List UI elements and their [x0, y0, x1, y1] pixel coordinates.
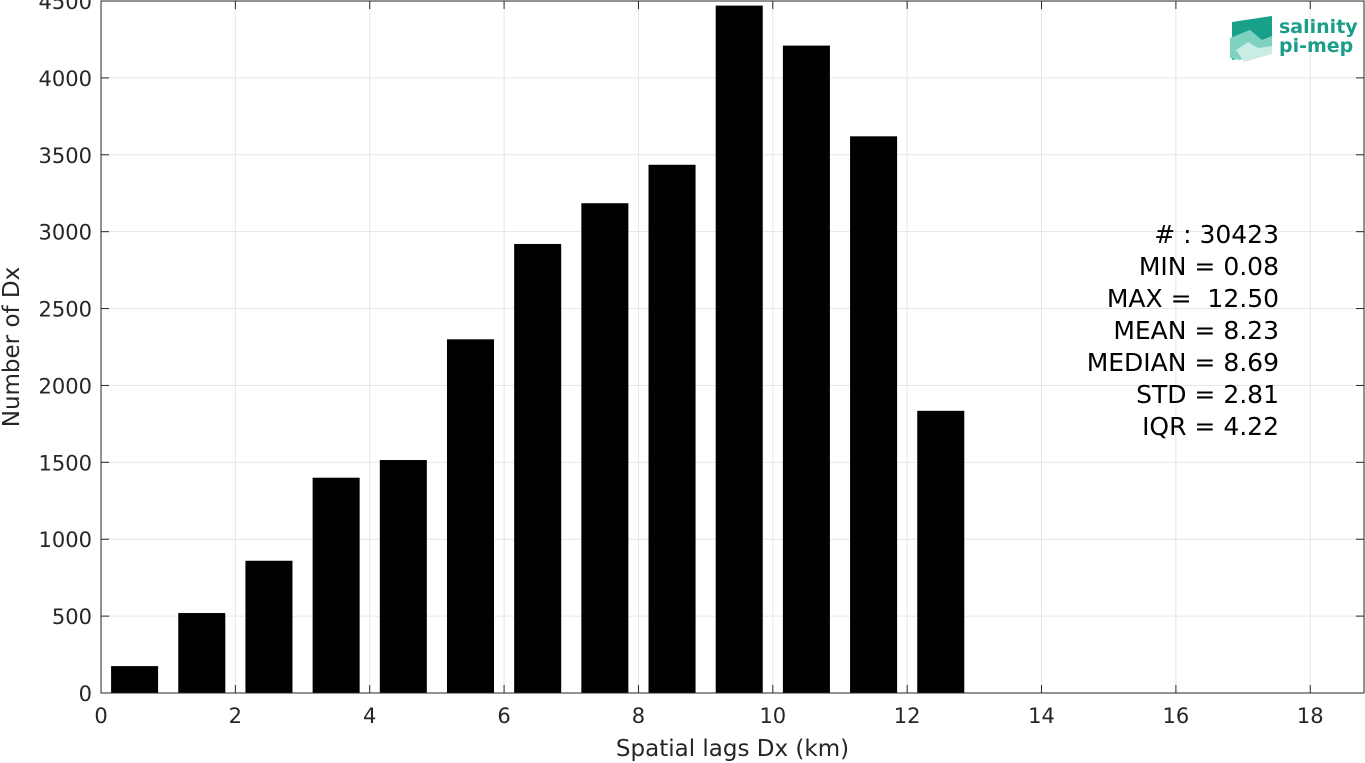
x-tick-label: 16 — [1163, 704, 1190, 728]
x-tick-label: 4 — [363, 704, 376, 728]
y-tick-label: 3000 — [39, 221, 92, 245]
stat-line: MEAN = 8.23 — [1113, 316, 1279, 345]
histogram-bar — [917, 410, 965, 693]
statistics-annotation: # : 30423 MIN = 0.08 MAX = 12.50 MEAN = 8.2… — [1087, 220, 1279, 441]
y-tick-label: 1000 — [39, 528, 92, 552]
x-tick-label: 14 — [1028, 704, 1055, 728]
histogram-bar — [245, 560, 293, 693]
stat-line: IQR = 4.22 — [1142, 412, 1279, 441]
y-tick-label: 1500 — [39, 451, 92, 475]
histogram-bar — [178, 613, 226, 693]
x-tick-label: 6 — [497, 704, 510, 728]
y-tick-label: 4500 — [39, 0, 92, 14]
y-tick-label: 0 — [79, 682, 92, 706]
stat-line: # : 30423 — [1154, 220, 1279, 249]
y-tick-labels: 0 500 1000 1500 2000 2500 3000 3500 4000 4500 — [39, 0, 92, 706]
histogram-bar — [648, 164, 696, 694]
y-tick-label: 3500 — [39, 144, 92, 168]
histogram-bar — [850, 136, 898, 693]
histogram-bar — [312, 477, 360, 693]
y-axis-label: Number of Dx — [0, 267, 25, 428]
stat-line: MIN = 0.08 — [1139, 252, 1279, 281]
histogram-bar — [581, 203, 629, 693]
x-tick-labels: 0 2 4 6 8 10 12 14 16 18 — [94, 704, 1323, 728]
x-tick-label: 8 — [632, 704, 645, 728]
histogram-bar — [111, 666, 159, 693]
bars — [111, 5, 965, 694]
stat-line: MEDIAN = 8.69 — [1087, 348, 1279, 377]
stat-line: STD = 2.81 — [1136, 380, 1279, 409]
x-tick-label: 0 — [94, 704, 107, 728]
x-tick-label: 10 — [759, 704, 786, 728]
histogram-bar — [782, 45, 830, 693]
stat-line: MAX = 12.50 — [1107, 284, 1279, 313]
plot-frame — [100, 0, 1365, 694]
x-tick-label: 12 — [894, 704, 921, 728]
y-tick-label: 2500 — [39, 298, 92, 322]
x-axis-label: Spatial lags Dx (km) — [616, 736, 849, 762]
histogram-bar — [379, 460, 427, 693]
logo-text-salinity: salinity — [1279, 16, 1358, 38]
y-tick-label: 2000 — [39, 374, 92, 398]
x-tick-label: 18 — [1297, 704, 1324, 728]
y-tick-label: 500 — [52, 605, 92, 629]
tick-marks — [100, 0, 1364, 694]
salinity-pimep-logo: salinity pi-mep — [1230, 16, 1358, 62]
logo-text-pimep: pi-mep — [1279, 35, 1353, 57]
wave-logo-icon — [1230, 16, 1272, 62]
histogram-bar — [446, 339, 495, 693]
x-tick-label: 2 — [229, 704, 242, 728]
histogram-bar — [514, 243, 562, 694]
y-tick-label: 4000 — [39, 67, 92, 91]
histogram-bar — [715, 5, 763, 693]
